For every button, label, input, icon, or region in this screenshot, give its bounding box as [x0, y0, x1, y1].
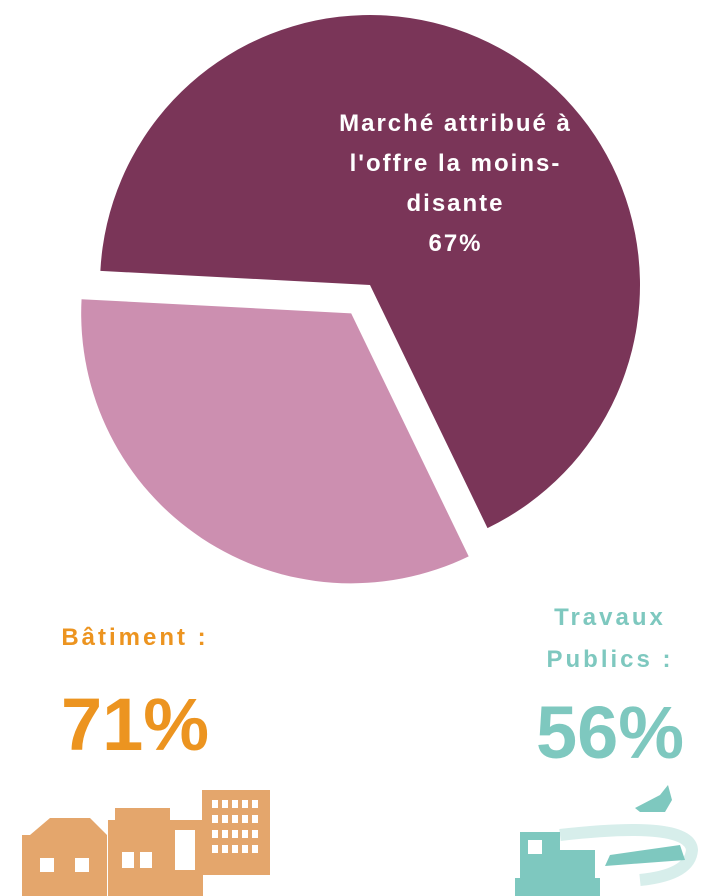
slice-label: Marché attribué à l'offre la moins-disan… [318, 104, 593, 264]
slice-category: Marché attribué à l'offre la moins-disan… [339, 110, 572, 217]
stat: Travaux Publics : 56% [515, 597, 704, 775]
pie-slice [100, 14, 641, 529]
buildings-icon [22, 790, 270, 896]
stat-value: 71% [60, 683, 210, 766]
pie-slice [81, 299, 469, 584]
stat-label: Bâtiment : [61, 624, 209, 651]
stat-label: Travaux Publics : [546, 604, 674, 673]
slice-value-label: 67% [428, 230, 483, 257]
bulldozer-icon [515, 785, 699, 896]
stat-value: 56% [535, 691, 685, 774]
stat: Bâtiment : 71% [5, 617, 265, 767]
